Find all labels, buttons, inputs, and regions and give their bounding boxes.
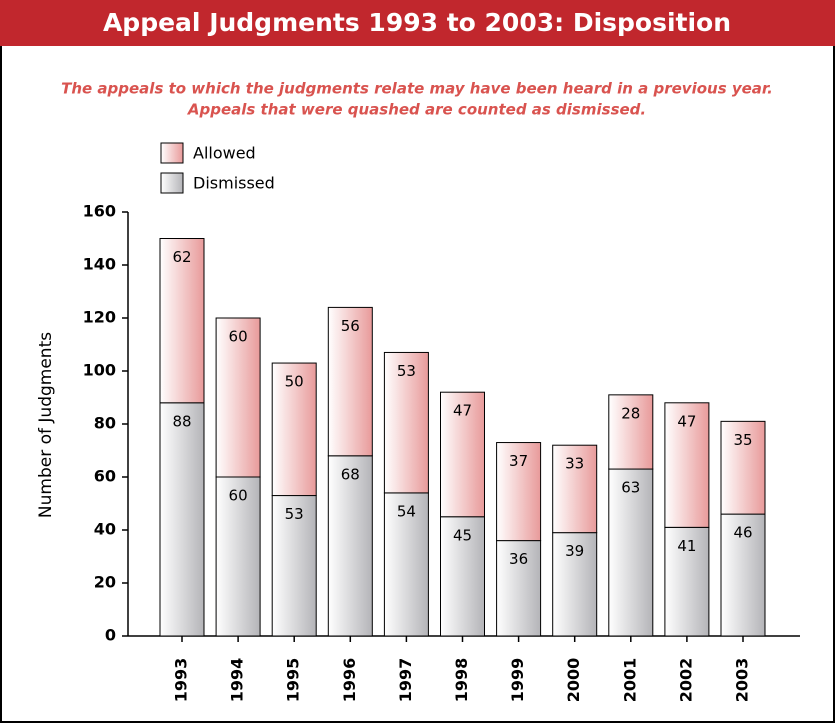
bar-segment (215, 476, 261, 637)
subtitle: The appeals to which the judgments relat… (61, 80, 773, 98)
bar-segment (159, 402, 205, 637)
data-label: 54 (397, 502, 416, 520)
x-tick-label: 2002 (676, 658, 695, 703)
bar-segment (271, 495, 317, 637)
y-tick-label: 100 (83, 361, 116, 380)
x-tick-label: 1998 (452, 658, 471, 703)
data-label: 50 (285, 373, 304, 391)
y-tick-label: 40 (94, 520, 116, 539)
bar-segment (215, 317, 261, 478)
x-tick-label: 1997 (396, 658, 415, 703)
bar-segment (496, 540, 542, 637)
bar-segment (720, 513, 766, 637)
data-label: 45 (453, 526, 472, 544)
y-tick-label: 140 (83, 255, 116, 274)
data-label: 88 (172, 412, 191, 430)
bar-segment (159, 238, 205, 404)
data-label: 46 (733, 524, 752, 542)
y-tick-label: 60 (94, 467, 116, 486)
bar-segment (608, 394, 654, 470)
data-label: 68 (341, 465, 360, 483)
legend-label: Allowed (193, 144, 256, 163)
y-axis-label: Number of Judgments (36, 332, 56, 518)
x-tick-label: 1996 (340, 658, 359, 703)
x-tick-label: 1995 (284, 658, 303, 703)
subtitle: Appeals that were quashed are counted as… (187, 101, 646, 119)
legend-swatch (160, 142, 184, 164)
bar-segment (383, 492, 429, 637)
bar-segment (552, 532, 598, 637)
x-tick-label: 2003 (733, 658, 752, 703)
x-tick-label: 2000 (564, 658, 583, 703)
bar-segment (440, 516, 485, 637)
bar-segment (496, 442, 542, 542)
y-tick-label: 80 (94, 414, 116, 433)
bar-segment (608, 468, 654, 637)
bar-segment (552, 444, 598, 534)
data-label: 56 (341, 317, 360, 335)
bar-segment (271, 362, 317, 497)
data-label: 47 (677, 412, 696, 430)
bar-segment (664, 402, 710, 528)
bar-segment (383, 351, 429, 494)
bar-segment (327, 306, 373, 457)
data-label: 63 (621, 479, 640, 497)
data-label: 35 (733, 431, 752, 449)
y-tick-label: 160 (83, 202, 116, 221)
data-label: 36 (509, 550, 528, 568)
data-label: 60 (229, 487, 248, 505)
data-label: 41 (677, 537, 696, 555)
x-tick-label: 1994 (228, 658, 247, 703)
data-label: 33 (565, 455, 584, 473)
x-tick-label: 1993 (172, 658, 191, 703)
y-tick-label: 20 (94, 573, 116, 592)
data-label: 60 (229, 328, 248, 346)
data-label: 37 (509, 452, 528, 470)
x-tick-label: 1999 (508, 658, 527, 703)
bar-segment (664, 526, 710, 637)
x-tick-label: 2001 (620, 658, 639, 703)
title-bar (0, 0, 835, 46)
legend-swatch (160, 172, 184, 194)
data-label: 28 (621, 404, 640, 422)
y-tick-label: 120 (83, 308, 116, 327)
legend-label: Dismissed (193, 174, 275, 193)
bar-segment (720, 420, 766, 515)
data-label: 53 (397, 362, 416, 380)
chart-title: Appeal Judgments 1993 to 2003: Dispositi… (103, 8, 731, 37)
bar-segment (440, 391, 485, 518)
data-label: 53 (285, 505, 304, 523)
data-label: 62 (172, 248, 191, 266)
data-label: 47 (453, 402, 472, 420)
data-label: 39 (565, 542, 584, 560)
y-tick-label: 0 (105, 626, 116, 645)
